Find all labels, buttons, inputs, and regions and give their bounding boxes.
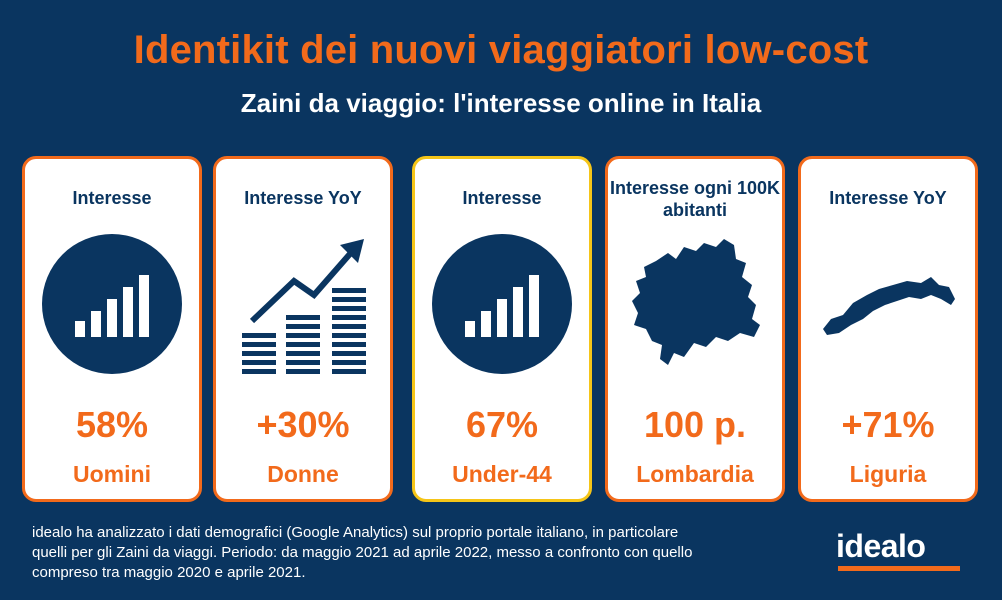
page-subtitle: Zaini da viaggio: l'interesse online in … xyxy=(240,88,762,118)
lombardia-map-icon xyxy=(632,239,760,365)
card-label: Interesse ogni 100K abitanti xyxy=(609,178,781,220)
card-value: 58% xyxy=(75,404,149,445)
stat-card-uomini: Interesse 58% Uomini xyxy=(22,156,202,502)
growth-coins-icon xyxy=(242,239,366,374)
card-label: Interesse xyxy=(462,188,542,208)
stat-card-liguria: Interesse YoY +71% Liguria xyxy=(798,156,978,502)
card-segment: Liguria xyxy=(849,461,927,487)
card-value: +71% xyxy=(841,404,935,445)
card-value: +30% xyxy=(256,404,350,445)
card-label: Interesse YoY xyxy=(829,188,947,208)
card-segment: Uomini xyxy=(73,461,151,487)
logo-text: idealo xyxy=(836,528,926,564)
logo-underline xyxy=(838,566,960,571)
card-value: 100 p. xyxy=(643,404,747,445)
methodology-footnote: idealo ha analizzato i dati demografici … xyxy=(32,524,693,581)
card-segment: Under-44 xyxy=(452,461,552,487)
card-label: Interesse YoY xyxy=(244,188,362,208)
card-value: 67% xyxy=(465,404,539,445)
idealo-logo: idealo xyxy=(836,530,966,574)
stat-card-donne: Interesse YoY +30% xyxy=(213,156,393,502)
page-title: Identikit dei nuovi viaggiatori low-cost xyxy=(133,28,869,72)
stat-card-lombardia: Interesse ogni 100K abitanti 100 p. Lomb… xyxy=(605,156,785,502)
card-segment: Lombardia xyxy=(636,461,754,487)
card-label: Interesse xyxy=(72,188,152,208)
card-segment: Donne xyxy=(267,461,339,487)
stat-card-under-44: Interesse 67% Under-44 xyxy=(412,156,592,502)
bar-chart-circle-icon xyxy=(42,234,182,374)
liguria-map-icon xyxy=(823,277,955,335)
bar-chart-circle-icon xyxy=(432,234,572,374)
